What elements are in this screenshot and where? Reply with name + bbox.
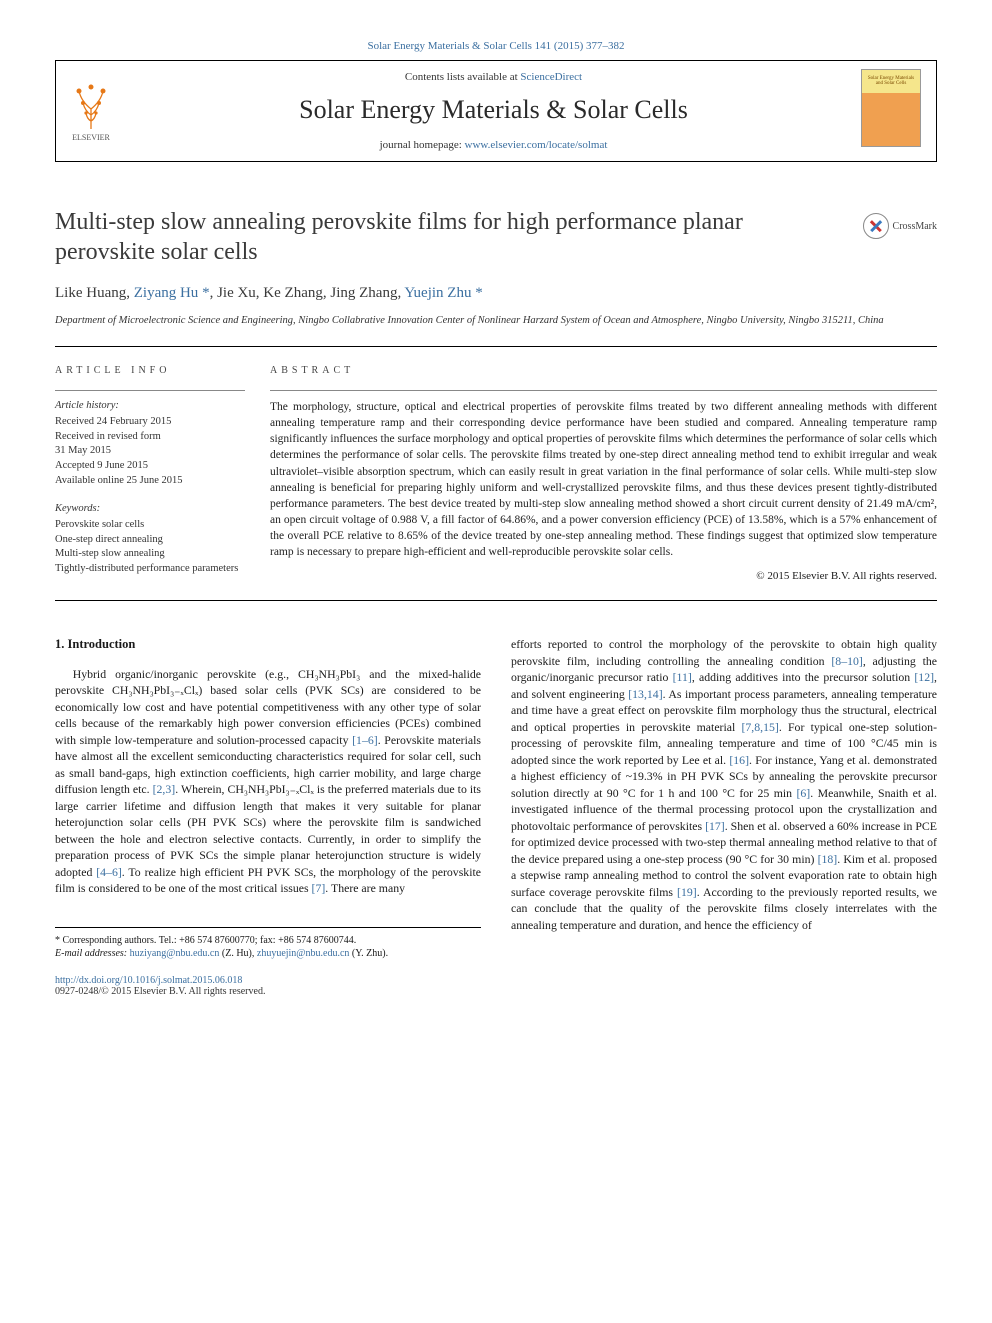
- accepted-date: Accepted 9 June 2015: [55, 459, 245, 474]
- running-head: Solar Energy Materials & Solar Cells 141…: [55, 40, 937, 52]
- ref-16[interactable]: [16]: [729, 753, 749, 767]
- elsevier-logo: ELSEVIER: [56, 69, 126, 154]
- keyword-4: Tightly-distributed performance paramete…: [55, 562, 245, 577]
- cover-text-2: and Solar Cells: [876, 81, 907, 87]
- abstract-text: The morphology, structure, optical and e…: [270, 399, 937, 560]
- ref-13-14[interactable]: [13,14]: [628, 687, 662, 701]
- author-3-4: Jie Xu, Ke Zhang, Jing Zhang,: [217, 285, 404, 301]
- corresponding-author-note: * Corresponding authors. Tel.: +86 574 8…: [55, 934, 481, 948]
- doi-link[interactable]: http://dx.doi.org/10.1016/j.solmat.2015.…: [55, 975, 242, 986]
- article-info-label: article info: [55, 365, 245, 376]
- email-row: E-mail addresses: huziyang@nbu.edu.cn (Z…: [55, 947, 481, 961]
- ref-18[interactable]: [18]: [818, 852, 838, 866]
- crossmark-badge[interactable]: CrossMark: [863, 213, 937, 239]
- abstract-label: abstract: [270, 365, 937, 376]
- ref-2-3[interactable]: [2,3]: [153, 782, 176, 796]
- email-2-who: (Y. Zhu).: [349, 948, 388, 959]
- author-list: Like Huang, Ziyang Hu *, Jie Xu, Ke Zhan…: [55, 285, 937, 302]
- ref-8-10[interactable]: [8–10]: [831, 654, 862, 668]
- sciencedirect-link[interactable]: ScienceDirect: [520, 71, 582, 83]
- elsevier-tree-icon: [71, 81, 111, 131]
- online-date: Available online 25 June 2015: [55, 474, 245, 489]
- email-1-who: (Z. Hu),: [219, 948, 257, 959]
- email-2[interactable]: zhuyuejin@nbu.edu.cn: [257, 948, 350, 959]
- ref-19[interactable]: [19]: [677, 885, 697, 899]
- abstract-column: abstract The morphology, structure, opti…: [270, 347, 937, 582]
- body-column-left: 1. Introduction Hybrid organic/inorganic…: [55, 636, 481, 961]
- t5: . There are many: [325, 881, 405, 895]
- revised-date-2: 31 May 2015: [55, 444, 245, 459]
- author-2-link[interactable]: Ziyang Hu: [134, 285, 199, 301]
- intro-heading: 1. Introduction: [55, 636, 481, 654]
- r3: , adding additives into the precursor so…: [692, 670, 915, 684]
- ref-7[interactable]: [7]: [312, 881, 326, 895]
- crossmark-icon: [863, 213, 889, 239]
- author-5-corresponding-mark: *: [471, 285, 482, 301]
- keywords-heading: Keywords:: [55, 502, 245, 517]
- article-history-heading: Article history:: [55, 399, 245, 414]
- author-sep: ,: [210, 285, 218, 301]
- divider-bottom: [55, 600, 937, 601]
- author-2-corresponding-mark: *: [198, 285, 209, 301]
- email-label: E-mail addresses:: [55, 948, 130, 959]
- info-divider: [55, 390, 245, 391]
- keyword-1: Perovskite solar cells: [55, 518, 245, 533]
- intro-paragraph-left: Hybrid organic/inorganic perovskite (e.g…: [55, 666, 481, 897]
- ref-6[interactable]: [6]: [796, 786, 810, 800]
- ref-17[interactable]: [17]: [705, 819, 725, 833]
- abstract-copyright: © 2015 Elsevier B.V. All rights reserved…: [270, 570, 937, 582]
- issn-copyright: 0927-0248/© 2015 Elsevier B.V. All right…: [55, 986, 937, 997]
- elsevier-label: ELSEVIER: [72, 133, 110, 142]
- keyword-3: Multi-step slow annealing: [55, 547, 245, 562]
- revised-date-1: Received in revised form: [55, 430, 245, 445]
- crossmark-label: CrossMark: [893, 221, 937, 232]
- journal-cover: Solar Energy Materials and Solar Cells: [861, 69, 931, 154]
- article-title: Multi-step slow annealing perovskite fil…: [55, 207, 937, 267]
- journal-homepage-link[interactable]: www.elsevier.com/locate/solmat: [465, 139, 608, 151]
- author-5-link[interactable]: Yuejin Zhu: [404, 285, 471, 301]
- homepage-prefix: journal homepage:: [380, 139, 465, 151]
- ref-7-8-15[interactable]: [7,8,15]: [741, 720, 778, 734]
- affiliation: Department of Microelectronic Science an…: [55, 314, 937, 328]
- abstract-divider: [270, 390, 937, 391]
- ref-11[interactable]: [11]: [673, 670, 692, 684]
- received-date: Received 24 February 2015: [55, 415, 245, 430]
- journal-title: Solar Energy Materials & Solar Cells: [126, 95, 861, 125]
- intro-paragraph-right: efforts reported to control the morpholo…: [511, 636, 937, 933]
- author-1: Like Huang,: [55, 285, 134, 301]
- body-column-right: efforts reported to control the morpholo…: [511, 636, 937, 961]
- ref-4-6[interactable]: [4–6]: [96, 865, 122, 879]
- email-1[interactable]: huziyang@nbu.edu.cn: [130, 948, 220, 959]
- contents-lists-line: Contents lists available at ScienceDirec…: [126, 71, 861, 83]
- ref-1-6[interactable]: [1–6]: [352, 733, 378, 747]
- running-head-link[interactable]: Solar Energy Materials & Solar Cells 141…: [367, 40, 624, 52]
- article-info-column: article info Article history: Received 2…: [55, 347, 270, 582]
- keyword-2: One-step direct annealing: [55, 533, 245, 548]
- doi-footer: http://dx.doi.org/10.1016/j.solmat.2015.…: [55, 975, 937, 997]
- journal-homepage-line: journal homepage: www.elsevier.com/locat…: [126, 139, 861, 151]
- ref-12[interactable]: [12]: [914, 670, 934, 684]
- header-center: Contents lists available at ScienceDirec…: [126, 61, 861, 161]
- footnotes: * Corresponding authors. Tel.: +86 574 8…: [55, 927, 481, 961]
- body-columns: 1. Introduction Hybrid organic/inorganic…: [55, 636, 937, 961]
- journal-header-box: ELSEVIER Contents lists available at Sci…: [55, 60, 937, 162]
- contents-prefix: Contents lists available at: [405, 71, 520, 83]
